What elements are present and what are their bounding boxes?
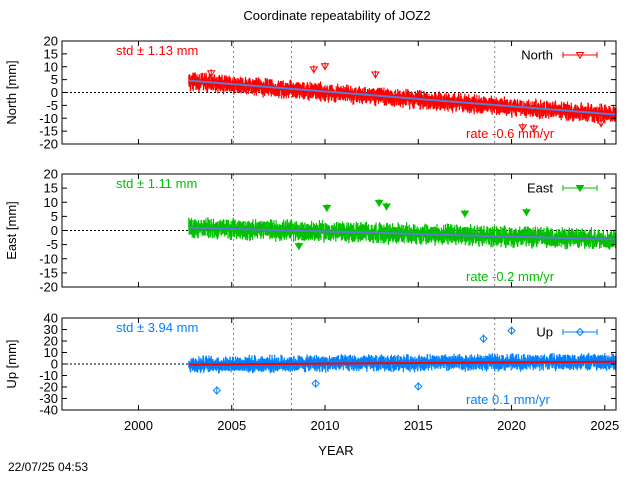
outlier-point bbox=[206, 70, 216, 78]
trend-line bbox=[188, 360, 617, 366]
y-tick-label: 15 bbox=[44, 46, 58, 61]
x-tick-label: 2025 bbox=[590, 418, 619, 433]
y-tick-label: -20 bbox=[39, 280, 58, 295]
outlier-point bbox=[507, 326, 516, 335]
legend-label: North bbox=[521, 48, 553, 63]
rate-label: rate -0.2 mm/yr bbox=[466, 269, 555, 284]
x-tick-label: 2000 bbox=[124, 418, 153, 433]
legend-marker bbox=[575, 327, 585, 337]
y-tick-label: 20 bbox=[44, 34, 58, 49]
y-tick-label: -5 bbox=[46, 237, 58, 252]
y-tick-label: 0 bbox=[51, 85, 58, 100]
y-tick-label: 10 bbox=[44, 195, 58, 210]
outlier-point bbox=[529, 125, 539, 133]
timestamp: 22/07/25 04:53 bbox=[8, 460, 89, 474]
y-tick-label: -30 bbox=[39, 391, 58, 406]
rate-label: rate 0.1 mm/yr bbox=[466, 392, 550, 407]
y-tick-label: -20 bbox=[39, 137, 58, 152]
trend-line bbox=[188, 226, 617, 241]
outlier-point bbox=[320, 63, 330, 71]
y-tick-label: 40 bbox=[44, 311, 58, 326]
y-tick-label: -20 bbox=[39, 380, 58, 395]
legend-label: Up bbox=[536, 325, 553, 340]
y-tick-label: 20 bbox=[44, 167, 58, 182]
outlier-point bbox=[294, 243, 304, 251]
x-tick-label: 2015 bbox=[404, 418, 433, 433]
x-axis-label: YEAR bbox=[318, 443, 353, 458]
y-axis-label: North [mm] bbox=[4, 60, 19, 124]
y-tick-label: 5 bbox=[51, 209, 58, 224]
legend-label: East bbox=[527, 181, 553, 196]
outlier-point bbox=[518, 124, 528, 132]
x-tick-label: 2010 bbox=[311, 418, 340, 433]
outlier-point bbox=[309, 66, 319, 74]
legend-marker bbox=[575, 52, 585, 60]
y-tick-label: 30 bbox=[44, 322, 58, 337]
y-tick-label: 0 bbox=[51, 223, 58, 238]
y-tick-label: -10 bbox=[39, 251, 58, 266]
std-label: std ± 1.13 mm bbox=[116, 43, 198, 58]
y-tick-label: -10 bbox=[39, 111, 58, 126]
y-tick-label: 20 bbox=[44, 334, 58, 349]
std-label: std ± 1.11 mm bbox=[116, 176, 197, 191]
outlier-point bbox=[414, 382, 423, 391]
legend-marker bbox=[575, 185, 585, 193]
y-tick-label: 5 bbox=[51, 72, 58, 87]
x-tick-label: 2005 bbox=[217, 418, 246, 433]
outlier-point bbox=[522, 209, 531, 217]
rate-label: rate -0.6 mm/yr bbox=[466, 126, 555, 141]
std-label: std ± 3.94 mm bbox=[116, 320, 198, 335]
outlier-point bbox=[212, 386, 222, 395]
outlier-point bbox=[322, 204, 332, 212]
y-tick-label: -15 bbox=[39, 265, 58, 280]
outlier-point bbox=[311, 379, 320, 388]
y-tick-label: -15 bbox=[39, 124, 58, 139]
outlier-point bbox=[460, 210, 470, 218]
x-tick-label: 2020 bbox=[497, 418, 526, 433]
y-tick-label: 15 bbox=[44, 181, 58, 196]
outlier-point bbox=[479, 334, 488, 343]
y-axis-label: Up [mm] bbox=[4, 339, 19, 388]
outlier-point bbox=[374, 199, 384, 207]
y-axis-label: East [mm] bbox=[4, 201, 19, 260]
y-tick-label: 0 bbox=[51, 357, 58, 372]
outlier-point bbox=[382, 203, 391, 211]
y-tick-label: 10 bbox=[44, 345, 58, 360]
y-tick-label: -10 bbox=[39, 368, 58, 383]
y-tick-label: -5 bbox=[46, 98, 58, 113]
y-tick-label: -40 bbox=[39, 403, 58, 418]
outlier-point bbox=[370, 71, 380, 79]
trend-line bbox=[188, 79, 617, 116]
chart-title: Coordinate repeatability of JOZ2 bbox=[243, 8, 430, 23]
outlier-point bbox=[596, 120, 606, 128]
y-tick-label: 10 bbox=[44, 59, 58, 74]
